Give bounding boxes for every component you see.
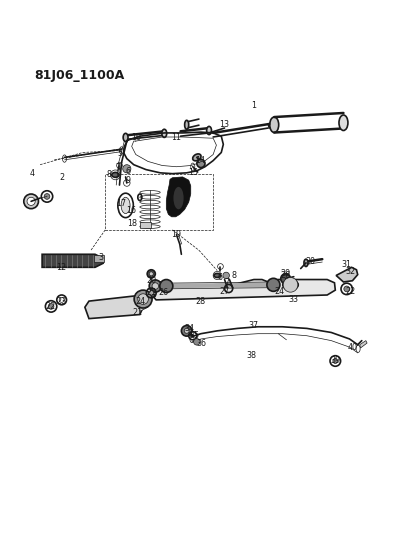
Text: 8: 8 (231, 271, 236, 280)
Text: 16: 16 (126, 206, 135, 215)
Circle shape (134, 290, 152, 308)
Polygon shape (85, 296, 143, 319)
Circle shape (44, 193, 50, 199)
Ellipse shape (270, 281, 275, 288)
Text: 23: 23 (56, 296, 67, 305)
Ellipse shape (117, 193, 133, 217)
Text: 15: 15 (188, 168, 198, 177)
Circle shape (160, 279, 173, 293)
Polygon shape (150, 279, 335, 300)
Ellipse shape (184, 120, 188, 130)
Text: 30: 30 (304, 257, 314, 266)
Text: 29: 29 (280, 269, 290, 278)
Circle shape (149, 272, 153, 276)
Text: 36: 36 (196, 338, 205, 348)
Text: 24: 24 (273, 287, 283, 296)
Circle shape (24, 194, 38, 209)
Text: 21: 21 (133, 308, 142, 317)
Text: 17: 17 (116, 199, 126, 208)
Bar (105, 174, 213, 230)
Text: 7: 7 (115, 163, 120, 172)
Text: 40: 40 (346, 343, 357, 352)
Ellipse shape (162, 130, 166, 138)
Ellipse shape (213, 273, 220, 278)
Text: 18: 18 (127, 219, 137, 228)
Circle shape (137, 294, 148, 304)
Circle shape (196, 159, 204, 167)
Circle shape (147, 270, 155, 278)
Text: 20: 20 (146, 276, 156, 285)
Ellipse shape (121, 197, 130, 214)
Text: 14: 14 (195, 156, 204, 165)
Text: 27: 27 (219, 287, 229, 296)
Text: 19: 19 (171, 230, 181, 239)
Text: 2: 2 (59, 173, 64, 182)
Text: 24: 24 (135, 296, 145, 305)
Circle shape (222, 272, 229, 279)
Ellipse shape (112, 173, 119, 177)
Polygon shape (42, 254, 103, 268)
Ellipse shape (192, 154, 200, 161)
Circle shape (266, 278, 279, 292)
Text: 6: 6 (218, 273, 222, 282)
Circle shape (283, 278, 297, 292)
Text: 37: 37 (247, 321, 258, 330)
Ellipse shape (173, 187, 183, 209)
Text: 9: 9 (125, 176, 130, 185)
Text: 12: 12 (56, 263, 67, 272)
Text: 8: 8 (106, 171, 112, 180)
Ellipse shape (147, 294, 155, 297)
Ellipse shape (206, 126, 211, 134)
Text: 13: 13 (219, 120, 229, 130)
Circle shape (48, 304, 54, 309)
Text: 39: 39 (329, 357, 339, 366)
Text: 26: 26 (280, 271, 290, 280)
Text: 6: 6 (125, 167, 130, 176)
Polygon shape (139, 303, 148, 311)
Ellipse shape (303, 259, 307, 266)
Circle shape (148, 290, 153, 295)
Circle shape (149, 280, 161, 292)
Circle shape (27, 197, 35, 205)
Polygon shape (94, 255, 104, 262)
Ellipse shape (282, 280, 297, 290)
Text: 7: 7 (224, 278, 229, 287)
Circle shape (332, 359, 337, 364)
Circle shape (184, 328, 189, 333)
Text: 81J06_1100A: 81J06_1100A (34, 69, 124, 83)
Ellipse shape (157, 282, 162, 289)
Circle shape (122, 165, 130, 173)
Circle shape (343, 286, 349, 292)
Polygon shape (166, 177, 190, 217)
Circle shape (280, 274, 290, 284)
Polygon shape (139, 222, 151, 228)
Text: 28: 28 (195, 296, 204, 305)
Text: 26: 26 (158, 288, 168, 297)
Text: 35: 35 (189, 331, 200, 340)
Text: 10: 10 (130, 133, 140, 141)
Polygon shape (359, 341, 366, 348)
Text: 32: 32 (345, 267, 355, 276)
Text: 3: 3 (99, 253, 103, 262)
Text: 34: 34 (184, 324, 194, 333)
Circle shape (152, 283, 158, 289)
Ellipse shape (269, 117, 278, 133)
Text: 22: 22 (345, 287, 355, 296)
Text: 38: 38 (246, 351, 256, 360)
Text: 1: 1 (251, 101, 256, 110)
Text: 31: 31 (341, 260, 351, 269)
Text: 5: 5 (117, 149, 122, 158)
Ellipse shape (338, 115, 347, 131)
Text: 11: 11 (171, 133, 181, 141)
Text: 22: 22 (45, 302, 55, 311)
Text: 25: 25 (146, 288, 156, 297)
Circle shape (181, 326, 191, 336)
Text: 33: 33 (288, 295, 298, 304)
Polygon shape (335, 268, 357, 282)
Text: 4: 4 (29, 169, 34, 178)
Circle shape (193, 338, 200, 345)
Ellipse shape (123, 133, 128, 141)
